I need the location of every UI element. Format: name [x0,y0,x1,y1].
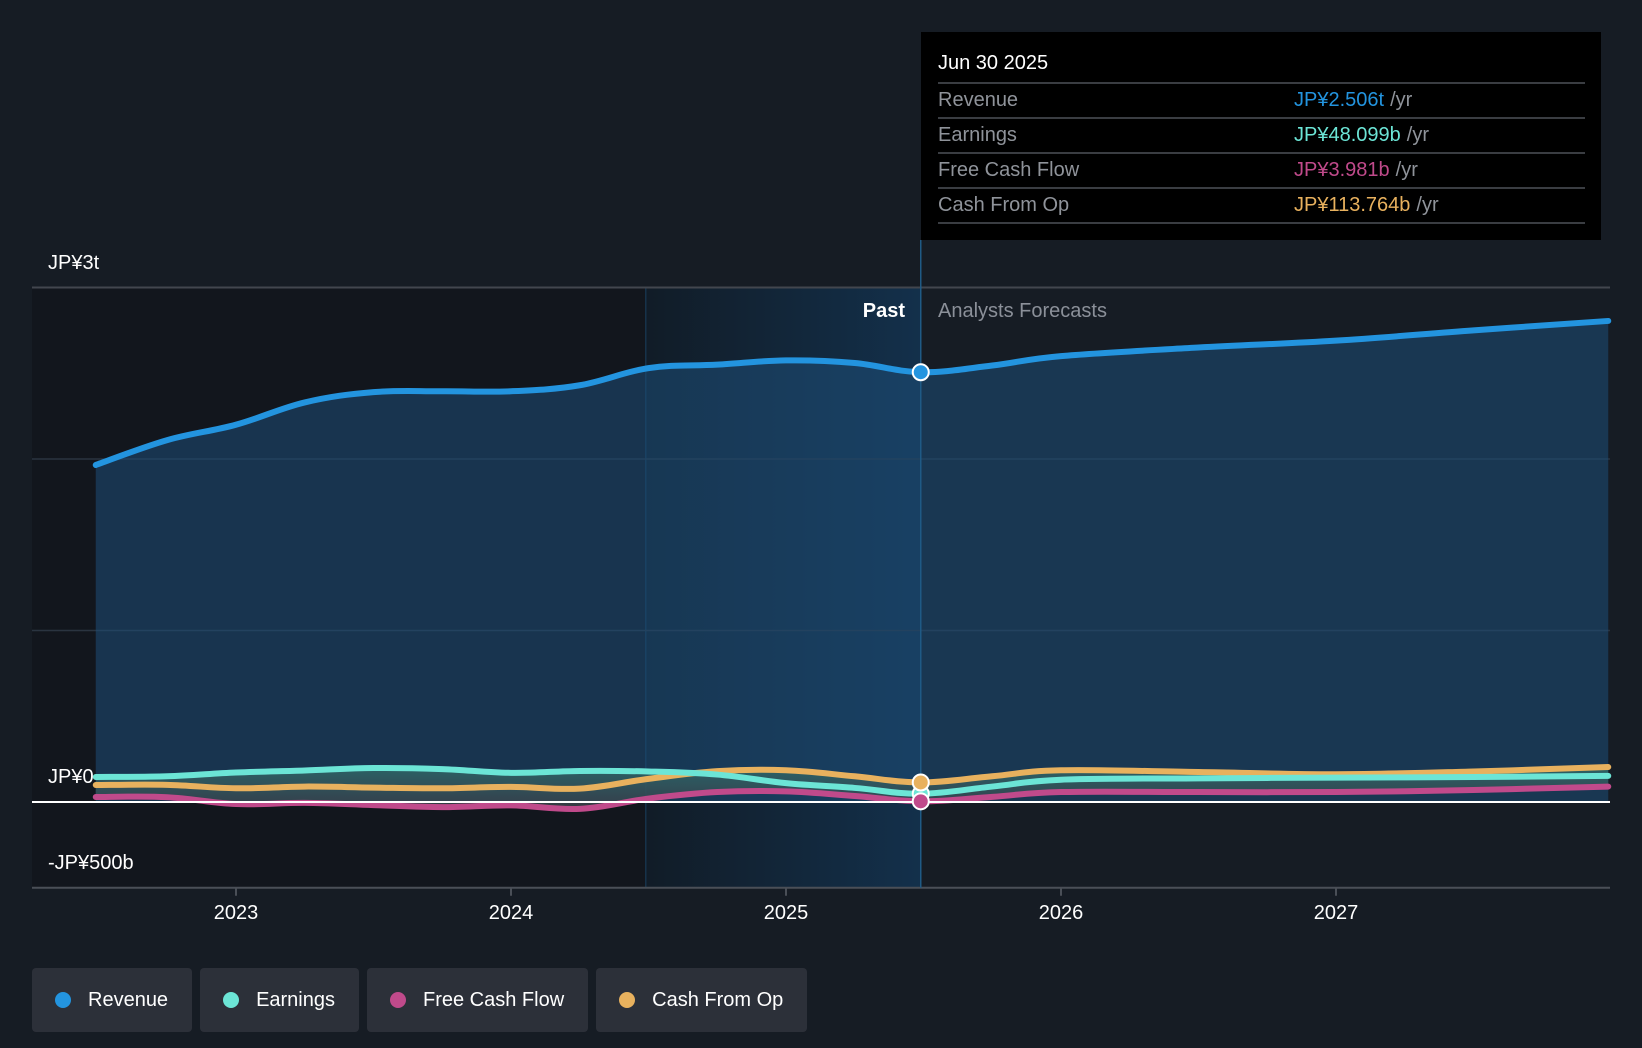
x-tick-label: 2026 [1038,902,1084,924]
data-tooltip: Jun 30 2025 Revenue JP¥2.506t /yr Earnin… [921,32,1601,240]
cash-from-op-marker [911,773,930,792]
legend-label: Earnings [256,988,335,1011]
legend-item-revenue[interactable]: Revenue [32,968,193,1032]
tooltip-row-label: Cash From Op [938,194,1070,216]
tooltip-row-unit: /yr [1395,159,1418,181]
y-tick-label-bottom: -JP¥500b [48,851,134,874]
tooltip-date: Jun 30 2025 [938,48,1585,84]
tooltip-row-revenue: Revenue JP¥2.506t /yr [938,84,1585,119]
tooltip-row-value: JP¥48.099b [1294,124,1401,146]
tooltip-row-cash-from-op: Cash From Op JP¥113.764b /yr [938,189,1585,224]
tooltip-row-free-cash-flow: Free Cash Flow JP¥3.981b /yr [938,154,1585,189]
tooltip-row-earnings: Earnings JP¥48.099b /yr [938,119,1585,154]
earnings-line [92,764,1612,797]
tooltip-row-value: JP¥113.764b [1294,194,1411,216]
revenue-line [92,317,1612,469]
legend-item-free-cash-flow[interactable]: Free Cash Flow [367,968,589,1032]
tooltip-row-unit: /yr [1390,89,1413,111]
tooltip-row-label: Earnings [938,124,1017,146]
cash-from-op-line [92,764,1612,792]
tooltip-row-unit: /yr [1416,194,1439,216]
tooltip-row-value: JP¥2.506t [1294,89,1385,111]
x-tick-label: 2024 [488,902,534,924]
y-tick-label-zero: JP¥0 [48,766,94,788]
revenue-marker [911,363,930,382]
y-tick-label-top: JP¥3t [48,251,100,274]
tooltip-row-unit: /yr [1406,124,1429,146]
legend-label: Free Cash Flow [423,988,565,1011]
legend-dot-icon [390,992,406,1008]
legend-item-cash-from-op[interactable]: Cash From Op [596,968,808,1032]
forecast-region-label: Analysts Forecasts [938,300,1107,322]
legend-dot-icon [619,992,636,1008]
past-region-label: Past [862,300,905,322]
tooltip-row-label: Revenue [938,89,1019,111]
legend-label: Revenue [88,988,169,1011]
legend-item-earnings[interactable]: Earnings [200,968,359,1032]
legend-dot-icon [55,992,71,1008]
tooltip-row-label: Free Cash Flow [938,159,1080,181]
legend-dot-icon [223,992,240,1008]
revenue-area [95,320,1609,802]
x-tick-label: 2027 [1313,902,1359,924]
free-cash-flow-marker [911,792,930,811]
legend-label: Cash From Op [652,988,784,1011]
tooltip-row-value: JP¥3.981b [1294,159,1390,181]
x-tick-label: 2025 [763,902,809,924]
chart-legend: Revenue Earnings Free Cash Flow Cash Fro… [32,968,808,1032]
x-tick-label: 2023 [213,902,259,924]
